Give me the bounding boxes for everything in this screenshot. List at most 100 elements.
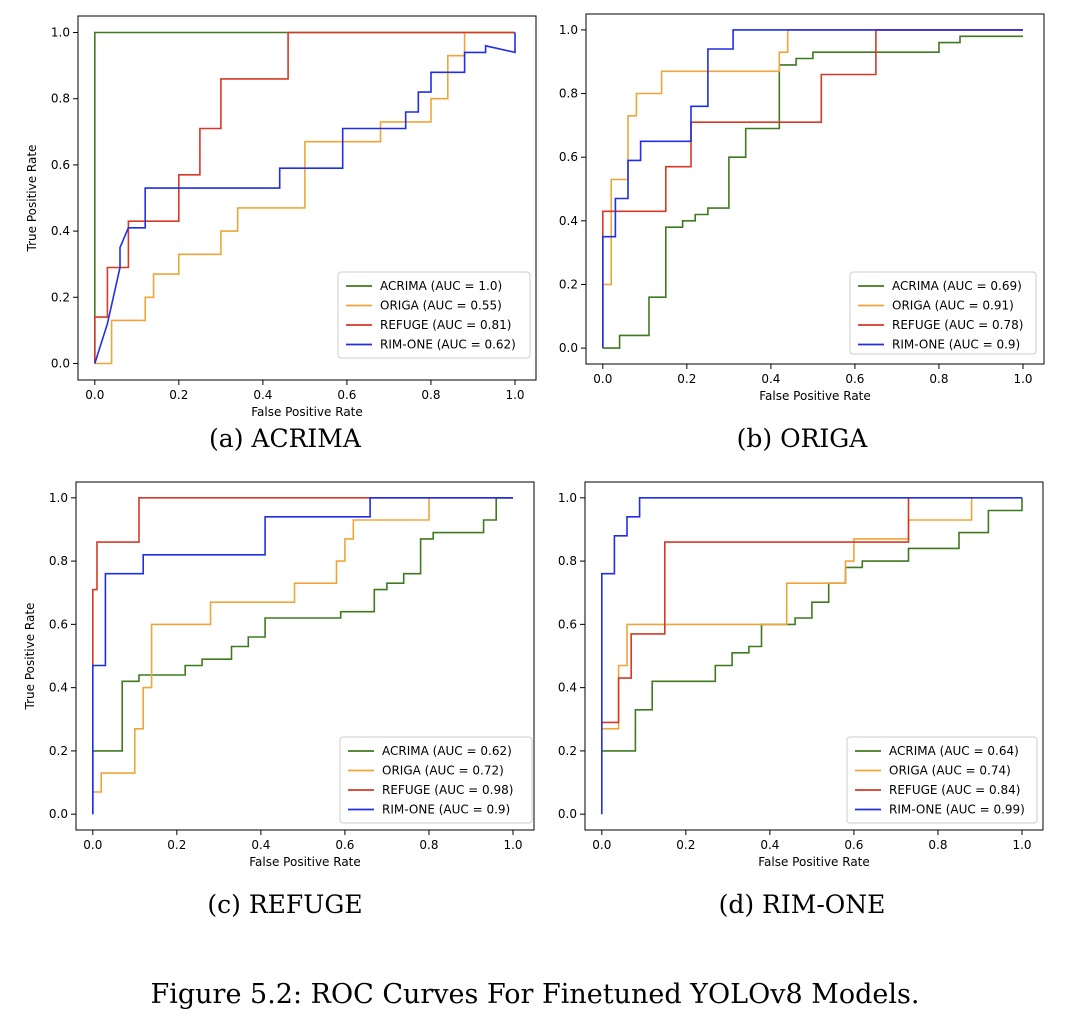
roc-panel-4: 0.0 0.2 0.4 0.6 0.8 1.0 0.0 0.2 0.4 0.6 0.8 1.0 Fals…	[558, 481, 1044, 919]
x-axis-label: False Positive Rate	[249, 855, 361, 869]
legend-entry-refuge: REFUGE (AUC = 0.78)	[892, 318, 1023, 332]
y-tick-label: 0.2	[49, 744, 68, 758]
legend-box	[337, 271, 531, 359]
x-tick-label: 0.8	[928, 838, 947, 852]
legend-box	[846, 736, 1038, 824]
x-tick-label: 0.6	[337, 388, 356, 402]
y-tick-label: 0.4	[51, 224, 70, 238]
legend-entry-refuge: REFUGE (AUC = 0.81)	[380, 318, 511, 332]
legend: ACRIMA (AUC = 1.0) ORIGA (AUC = 0.55) REFU…	[337, 271, 531, 359]
legend-entry-rim-one: RIM-ONE (AUC = 0.99)	[889, 803, 1025, 817]
y-tick-label: 0.0	[559, 341, 578, 355]
legend-entry-refuge: REFUGE (AUC = 0.84)	[889, 783, 1020, 797]
series-line-refuge	[601, 497, 910, 724]
y-tick-label: 0.2	[558, 744, 577, 758]
plot-frame	[77, 15, 537, 381]
subcaption: (d) RIM-ONE	[719, 890, 886, 919]
series-line-origa	[94, 31, 515, 365]
x-tick-label: 0.8	[421, 388, 440, 402]
series-line-acrima	[601, 497, 1023, 752]
legend-entry-rim-one: RIM-ONE (AUC = 0.9)	[382, 803, 510, 817]
x-tick-label: 1.0	[505, 388, 524, 402]
x-tick-label: 0.4	[253, 388, 272, 402]
x-tick-label: 0.2	[676, 838, 695, 852]
x-axis-label: False Positive Rate	[758, 855, 870, 869]
legend-entry-origa: ORIGA (AUC = 0.74)	[889, 764, 1011, 778]
series-line-refuge	[94, 31, 515, 364]
y-tick-label: 0.4	[559, 214, 578, 228]
x-tick-label: 0.8	[929, 372, 948, 386]
plot-frame	[75, 481, 535, 831]
y-axis-label: True Positive Rate	[25, 145, 39, 253]
y-axis-label: True Positive Rate	[23, 603, 37, 711]
y-tick-label: 0.0	[558, 807, 577, 821]
series-line-rim-one	[601, 497, 1022, 815]
legend-box	[339, 736, 533, 824]
legend: ACRIMA (AUC = 0.69) ORIGA (AUC = 0.91) REF…	[849, 271, 1037, 355]
legend: ACRIMA (AUC = 0.62) ORIGA (AUC = 0.72) REF…	[339, 736, 533, 824]
y-tick-label: 0.6	[51, 158, 70, 172]
legend-entry-rim-one: RIM-ONE (AUC = 0.9)	[892, 338, 1020, 352]
legend-entry-origa: ORIGA (AUC = 0.72)	[382, 764, 504, 778]
series-line-acrima	[92, 497, 513, 815]
roc-panel-1: 0.0 0.2 0.4 0.6 0.8 1.0 0.0 0.2 0.4 0.6 0.8 1.0 Fals…	[25, 15, 537, 453]
figure-caption: Figure 5.2: ROC Curves For Finetuned YOL…	[151, 979, 920, 1010]
x-tick-label: 0.0	[593, 372, 612, 386]
series-line-rim-one	[602, 29, 1023, 349]
series-line-origa	[92, 497, 430, 793]
y-tick-label: 0.0	[51, 356, 70, 370]
x-tick-label: 0.8	[419, 838, 438, 852]
y-tick-label: 0.6	[559, 150, 578, 164]
y-tick-label: 1.0	[559, 23, 578, 37]
legend-entry-acrima: ACRIMA (AUC = 0.69)	[892, 279, 1022, 293]
x-tick-label: 0.6	[845, 372, 864, 386]
y-tick-label: 0.2	[51, 290, 70, 304]
x-tick-label: 0.2	[167, 838, 186, 852]
y-tick-label: 0.4	[49, 681, 68, 695]
x-tick-label: 0.4	[761, 372, 780, 386]
series-line-rim-one	[94, 32, 516, 364]
y-tick-label: 1.0	[49, 491, 68, 505]
y-tick-label: 0.2	[559, 277, 578, 291]
legend-entry-origa: ORIGA (AUC = 0.55)	[380, 299, 502, 313]
y-tick-label: 0.8	[559, 87, 578, 101]
subcaption: (b) ORIGA	[737, 424, 869, 453]
series-line-rim-one	[92, 497, 513, 815]
x-tick-label: 0.0	[85, 388, 104, 402]
plot-frame	[584, 481, 1044, 831]
series-line-origa	[602, 29, 1023, 349]
y-tick-label: 0.6	[558, 617, 577, 631]
legend-entry-rim-one: RIM-ONE (AUC = 0.62)	[380, 338, 516, 352]
legend: ACRIMA (AUC = 0.64) ORIGA (AUC = 0.74) REF…	[846, 736, 1038, 824]
x-axis-label: False Positive Rate	[759, 389, 871, 403]
x-tick-label: 0.4	[251, 838, 270, 852]
roc-panel-3: 0.0 0.2 0.4 0.6 0.8 1.0 0.0 0.2 0.4 0.6 0.8 1.0 Fals…	[23, 481, 535, 919]
legend-entry-acrima: ACRIMA (AUC = 1.0)	[380, 279, 502, 293]
y-tick-label: 0.8	[51, 92, 70, 106]
x-axis-label: False Positive Rate	[251, 405, 363, 419]
x-tick-label: 1.0	[1012, 838, 1031, 852]
legend-box	[849, 271, 1037, 355]
y-tick-label: 0.6	[49, 617, 68, 631]
x-tick-label: 0.0	[592, 838, 611, 852]
x-tick-label: 0.4	[760, 838, 779, 852]
x-tick-label: 0.2	[677, 372, 696, 386]
x-tick-label: 0.0	[83, 838, 102, 852]
subcaption: (c) REFUGE	[207, 890, 362, 919]
y-tick-label: 0.8	[558, 554, 577, 568]
y-tick-label: 0.4	[558, 681, 577, 695]
y-tick-label: 0.0	[49, 807, 68, 821]
legend-entry-origa: ORIGA (AUC = 0.91)	[892, 299, 1014, 313]
legend-entry-acrima: ACRIMA (AUC = 0.64)	[889, 744, 1019, 758]
x-tick-label: 1.0	[503, 838, 522, 852]
legend-entry-acrima: ACRIMA (AUC = 0.62)	[382, 744, 512, 758]
subcaption: (a) ACRIMA	[209, 424, 362, 453]
y-tick-label: 1.0	[51, 26, 70, 40]
x-tick-label: 1.0	[1013, 372, 1032, 386]
x-tick-label: 0.6	[844, 838, 863, 852]
series-line-refuge	[92, 497, 513, 666]
legend-entry-refuge: REFUGE (AUC = 0.98)	[382, 783, 513, 797]
y-tick-label: 0.8	[49, 554, 68, 568]
roc-panel-2: 0.0 0.2 0.4 0.6 0.8 1.0 0.0 0.2 0.4 0.6 0.8 1.0 Fals…	[559, 13, 1045, 453]
